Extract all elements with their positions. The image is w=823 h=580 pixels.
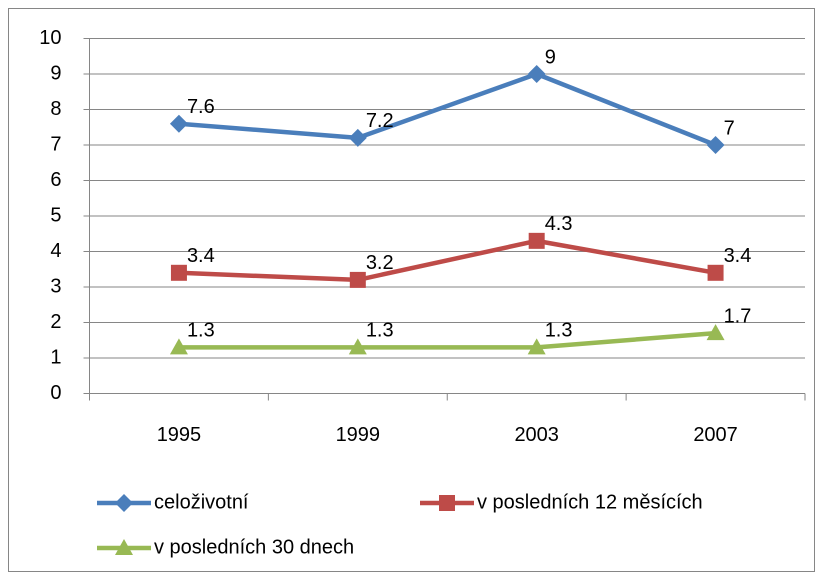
y-tick-label: 2	[50, 311, 61, 333]
series-line	[178, 330, 716, 350]
marker	[349, 271, 366, 288]
data-label: 1.3	[187, 320, 215, 342]
y-tick-label: 4	[50, 240, 61, 262]
data-label: 9	[545, 46, 556, 68]
chart-border	[8, 8, 815, 572]
y-tick-label: 10	[39, 27, 61, 49]
y-tick-label: 1	[50, 346, 61, 368]
data-label: 7	[724, 117, 735, 139]
marker	[439, 495, 455, 511]
data-label: 1.7	[724, 305, 752, 327]
legend-label: v posledních 30 dnech	[154, 536, 354, 558]
marker	[706, 324, 725, 341]
y-tick-label: 7	[50, 133, 61, 155]
legend-label: celoživotní	[154, 491, 249, 513]
marker	[527, 338, 546, 355]
marker	[706, 136, 725, 154]
data-label: 3.2	[366, 252, 394, 274]
legend-label: v posledních 12 měsících	[477, 491, 703, 513]
x-tick-label: 1999	[336, 424, 381, 446]
series-line	[178, 71, 717, 148]
marker	[348, 338, 367, 355]
x-tick-label: 2003	[514, 424, 559, 446]
x-tick-label: 2007	[693, 424, 738, 446]
data-label: 1.3	[545, 320, 573, 342]
y-tick-label: 8	[50, 98, 61, 120]
y-tick-label: 0	[50, 382, 61, 404]
marker	[115, 539, 133, 555]
marker	[170, 264, 187, 281]
marker	[528, 232, 545, 249]
data-label: 7.6	[187, 96, 215, 118]
data-label: 4.3	[545, 213, 573, 235]
data-label: 7.2	[366, 110, 394, 132]
y-tick-label: 6	[50, 169, 61, 191]
marker	[169, 114, 188, 133]
series-line	[178, 238, 716, 283]
marker	[348, 128, 367, 147]
marker	[707, 264, 724, 281]
x-tick-label: 1995	[157, 424, 202, 446]
marker	[169, 338, 188, 355]
data-label: 1.3	[366, 320, 394, 342]
marker	[527, 65, 546, 83]
data-label: 3.4	[187, 245, 215, 267]
y-tick-label: 3	[50, 275, 61, 297]
marker	[115, 494, 133, 512]
y-tick-label: 5	[50, 204, 61, 226]
data-label: 3.4	[724, 245, 752, 267]
y-tick-label: 9	[50, 62, 61, 84]
